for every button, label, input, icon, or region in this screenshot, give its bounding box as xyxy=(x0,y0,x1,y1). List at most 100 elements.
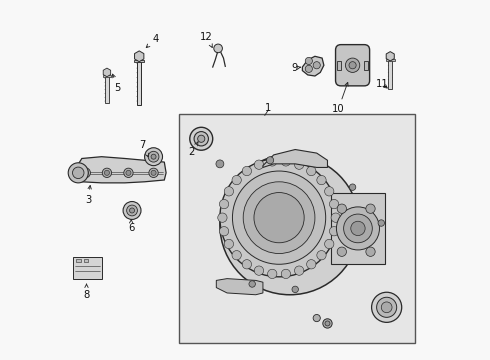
Bar xyxy=(337,61,341,69)
Text: 4: 4 xyxy=(147,34,158,48)
Circle shape xyxy=(267,157,274,164)
Circle shape xyxy=(242,260,251,269)
Circle shape xyxy=(329,199,339,209)
Circle shape xyxy=(145,148,163,166)
Text: 7: 7 xyxy=(139,140,148,157)
Circle shape xyxy=(126,205,137,216)
Text: 9: 9 xyxy=(291,63,301,73)
Circle shape xyxy=(294,160,304,169)
Circle shape xyxy=(254,193,304,243)
Text: 1: 1 xyxy=(265,103,271,113)
Circle shape xyxy=(337,204,346,213)
Circle shape xyxy=(249,281,255,287)
Circle shape xyxy=(292,286,298,293)
Circle shape xyxy=(123,202,141,220)
Circle shape xyxy=(129,208,135,213)
Circle shape xyxy=(268,269,277,279)
Text: 11: 11 xyxy=(376,79,389,89)
Bar xyxy=(386,59,394,61)
Text: 3: 3 xyxy=(85,185,91,205)
Circle shape xyxy=(214,44,222,53)
Circle shape xyxy=(305,65,313,72)
Circle shape xyxy=(317,251,326,260)
Circle shape xyxy=(349,62,356,69)
Circle shape xyxy=(331,213,341,222)
Polygon shape xyxy=(135,51,144,62)
Bar xyxy=(179,114,416,343)
Circle shape xyxy=(224,239,234,249)
Polygon shape xyxy=(302,56,324,76)
Circle shape xyxy=(243,182,315,253)
Circle shape xyxy=(323,319,332,328)
Bar xyxy=(331,193,385,264)
Circle shape xyxy=(329,226,339,236)
Circle shape xyxy=(220,155,360,295)
Circle shape xyxy=(366,204,375,213)
Bar xyxy=(76,258,81,262)
FancyBboxPatch shape xyxy=(336,45,369,86)
Circle shape xyxy=(351,221,365,235)
Circle shape xyxy=(151,170,156,175)
Circle shape xyxy=(371,292,402,322)
Bar xyxy=(134,60,144,62)
Circle shape xyxy=(232,251,241,260)
Circle shape xyxy=(281,157,291,166)
Circle shape xyxy=(254,160,264,169)
Circle shape xyxy=(324,187,334,196)
Text: 10: 10 xyxy=(332,82,348,114)
Circle shape xyxy=(148,151,159,162)
Circle shape xyxy=(254,266,264,275)
Circle shape xyxy=(126,170,131,175)
Polygon shape xyxy=(263,149,327,167)
Circle shape xyxy=(220,158,338,277)
Polygon shape xyxy=(386,51,394,61)
Circle shape xyxy=(83,170,88,176)
Circle shape xyxy=(224,187,234,196)
Circle shape xyxy=(216,160,224,168)
Circle shape xyxy=(104,170,109,175)
Circle shape xyxy=(220,226,229,236)
Bar xyxy=(105,76,109,103)
Text: 6: 6 xyxy=(128,220,134,233)
Circle shape xyxy=(197,135,205,142)
Bar xyxy=(103,75,111,77)
Circle shape xyxy=(307,260,316,269)
Polygon shape xyxy=(74,157,166,183)
Circle shape xyxy=(313,315,320,321)
Circle shape xyxy=(232,175,241,185)
Circle shape xyxy=(377,297,397,318)
Circle shape xyxy=(68,163,88,183)
Circle shape xyxy=(317,175,326,185)
Circle shape xyxy=(294,266,304,275)
Circle shape xyxy=(378,220,385,226)
Circle shape xyxy=(232,171,326,264)
Bar xyxy=(73,257,101,279)
Text: 5: 5 xyxy=(112,74,121,93)
Bar xyxy=(364,61,368,69)
Circle shape xyxy=(281,269,291,279)
Text: 8: 8 xyxy=(83,284,90,301)
Circle shape xyxy=(381,302,392,313)
Polygon shape xyxy=(103,68,111,77)
Circle shape xyxy=(343,214,372,243)
Bar xyxy=(137,62,141,105)
Text: 12: 12 xyxy=(200,32,213,48)
Polygon shape xyxy=(216,279,263,295)
Bar xyxy=(84,258,88,262)
Circle shape xyxy=(325,321,330,326)
Circle shape xyxy=(194,132,208,146)
Circle shape xyxy=(190,127,213,150)
Circle shape xyxy=(305,57,313,64)
Circle shape xyxy=(124,168,133,177)
Text: 2: 2 xyxy=(189,142,198,157)
Circle shape xyxy=(307,166,316,176)
Circle shape xyxy=(337,207,379,250)
Circle shape xyxy=(349,184,356,190)
Circle shape xyxy=(220,199,229,209)
Circle shape xyxy=(313,62,320,69)
Circle shape xyxy=(80,168,91,178)
Circle shape xyxy=(268,157,277,166)
Circle shape xyxy=(73,167,84,179)
Circle shape xyxy=(242,166,251,176)
Circle shape xyxy=(218,213,227,222)
